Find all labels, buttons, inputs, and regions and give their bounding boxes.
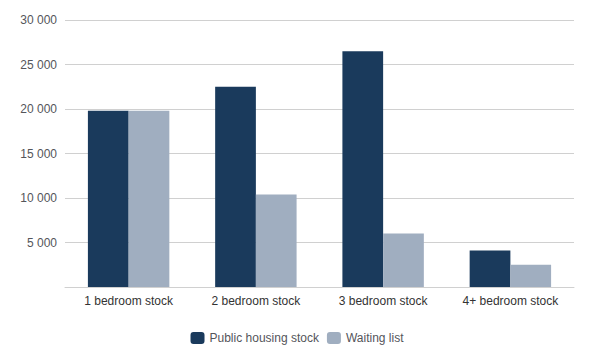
svg-text:Public housing stock: Public housing stock [210, 331, 320, 345]
svg-text:5 000: 5 000 [27, 236, 57, 250]
svg-text:1 bedroom stock: 1 bedroom stock [84, 294, 174, 308]
svg-text:20 000: 20 000 [20, 102, 57, 116]
svg-text:25 000: 25 000 [20, 58, 57, 72]
svg-text:2 bedroom stock: 2 bedroom stock [212, 294, 302, 308]
svg-text:10 000: 10 000 [20, 191, 57, 205]
svg-text:30 000: 30 000 [20, 13, 57, 27]
svg-text:Waiting list: Waiting list [346, 331, 404, 345]
svg-text:15 000: 15 000 [20, 147, 57, 161]
svg-text:4+ bedroom stock: 4+ bedroom stock [463, 294, 560, 308]
svg-text:3 bedroom stock: 3 bedroom stock [339, 294, 429, 308]
